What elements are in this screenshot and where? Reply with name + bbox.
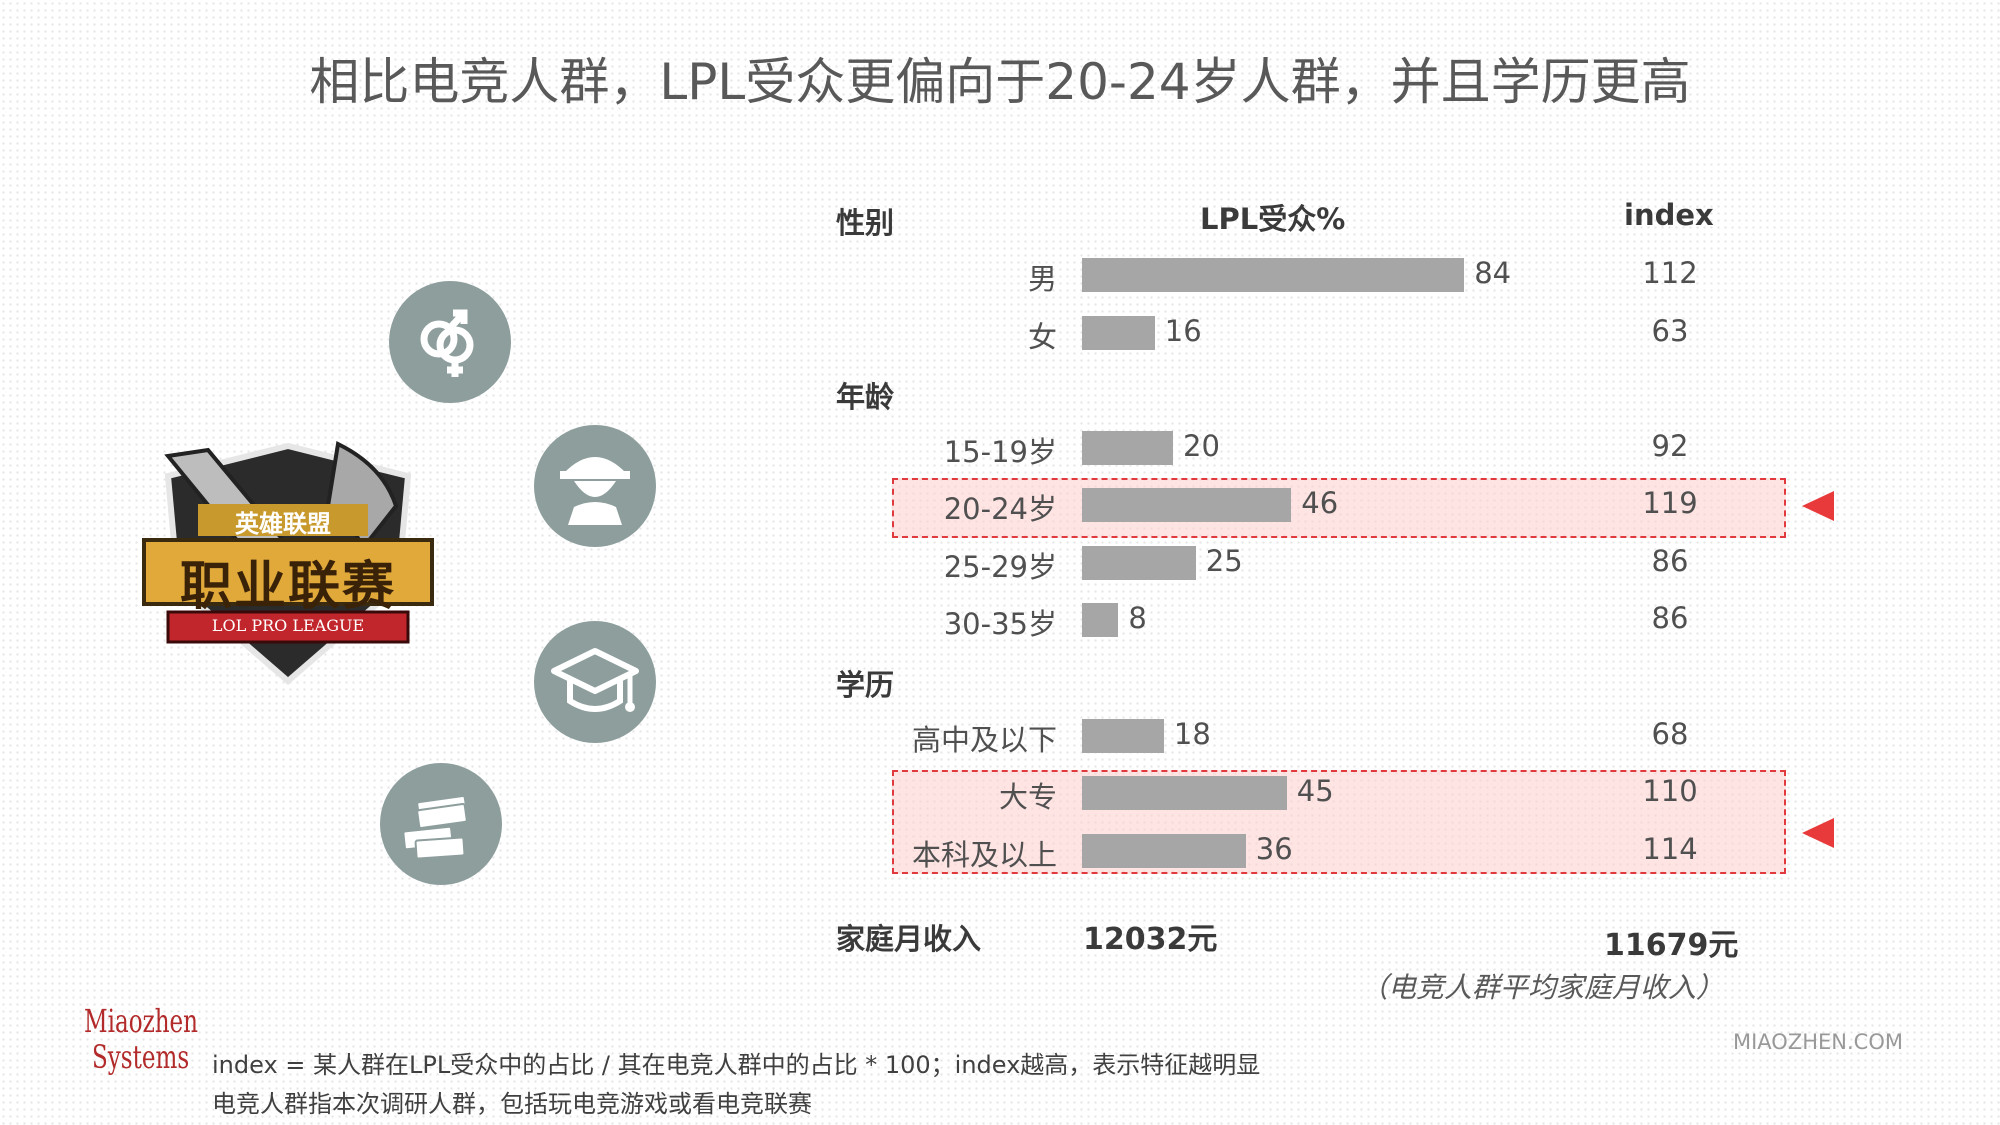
index-value: 86 bbox=[1651, 544, 1689, 578]
value-label: 36 bbox=[1255, 832, 1293, 866]
index-column-header: index bbox=[1624, 198, 1714, 232]
section-header-education: 学历 bbox=[836, 668, 895, 702]
value-label: 84 bbox=[1474, 256, 1512, 290]
bar bbox=[1082, 488, 1292, 522]
value-label: 25 bbox=[1205, 544, 1243, 578]
lpl-column-header: LPL受众% bbox=[1200, 202, 1346, 236]
income-label: 家庭月收入 bbox=[836, 922, 982, 956]
bar bbox=[1082, 834, 1246, 868]
category-label: 15-19岁 bbox=[943, 435, 1057, 469]
logo-text-big: 职业联赛 bbox=[179, 557, 396, 617]
index-value: 92 bbox=[1651, 429, 1689, 463]
graduation-cap-icon bbox=[534, 621, 656, 743]
section-header-age: 年龄 bbox=[836, 380, 895, 414]
money-icon bbox=[380, 763, 502, 885]
index-value: 119 bbox=[1642, 486, 1698, 520]
category-label: 30-35岁 bbox=[943, 607, 1057, 641]
logo-text-en: LOL PRO LEAGUE bbox=[211, 616, 365, 635]
pointer-arrow-education bbox=[1802, 818, 1834, 848]
value-label: 8 bbox=[1128, 601, 1147, 635]
index-value: 110 bbox=[1642, 774, 1698, 808]
index-value: 114 bbox=[1642, 832, 1698, 866]
category-label: 女 bbox=[1027, 320, 1057, 354]
site-url: MIAOZHEN.COM bbox=[1733, 1030, 1903, 1054]
value-label: 18 bbox=[1173, 717, 1211, 751]
highlight-box-age bbox=[892, 478, 1786, 538]
income-note: （电竞人群平均家庭月收入） bbox=[1360, 971, 1725, 1004]
bar bbox=[1082, 776, 1287, 810]
pointer-arrow-age bbox=[1802, 491, 1834, 521]
lpl-logo: 英雄联盟 职业联赛 LOL PRO LEAGUE bbox=[138, 436, 438, 696]
bar bbox=[1082, 603, 1119, 637]
index-value: 68 bbox=[1651, 717, 1689, 751]
index-value: 112 bbox=[1642, 256, 1698, 290]
bar bbox=[1082, 316, 1155, 350]
miaozhen-brand-logo: Miaozhen Systems bbox=[84, 1002, 214, 1092]
index-value: 63 bbox=[1651, 314, 1689, 348]
brand-line-2: Systems bbox=[92, 1038, 190, 1076]
highlight-box-education bbox=[892, 770, 1786, 874]
section-header-gender: 性别 bbox=[836, 206, 895, 240]
bar bbox=[1082, 546, 1196, 580]
person-icon bbox=[534, 425, 656, 547]
category-label: 本科及以上 bbox=[911, 838, 1057, 872]
value-label: 46 bbox=[1301, 486, 1339, 520]
page-title: 相比电竞人群，LPL受众更偏向于20-24岁人群，并且学历更高 bbox=[309, 53, 1691, 111]
bar bbox=[1082, 258, 1465, 292]
bar bbox=[1082, 719, 1164, 753]
index-value: 86 bbox=[1651, 601, 1689, 635]
category-label: 男 bbox=[1027, 262, 1057, 296]
income-lpl-value: 12032元 bbox=[1083, 922, 1218, 957]
value-label: 16 bbox=[1164, 314, 1202, 348]
footnote-esports-definition: 电竞人群指本次调研人群，包括玩电竞游戏或看电竞联赛 bbox=[212, 1090, 812, 1118]
logo-text-small: 英雄联盟 bbox=[235, 510, 331, 538]
category-label: 大专 bbox=[998, 780, 1057, 814]
footnote-index-definition: index = 某人群在LPL受众中的占比 / 其在电竞人群中的占比 * 100… bbox=[212, 1051, 1261, 1079]
category-label: 25-29岁 bbox=[943, 550, 1057, 584]
value-label: 45 bbox=[1296, 774, 1334, 808]
value-label: 20 bbox=[1183, 429, 1220, 463]
bar bbox=[1082, 431, 1173, 465]
category-label: 高中及以下 bbox=[911, 723, 1057, 757]
brand-line-1: Miaozhen bbox=[84, 1002, 199, 1040]
gender-icon bbox=[389, 281, 511, 403]
category-label: 20-24岁 bbox=[943, 492, 1057, 526]
income-esports-value: 11679元 bbox=[1604, 928, 1739, 963]
